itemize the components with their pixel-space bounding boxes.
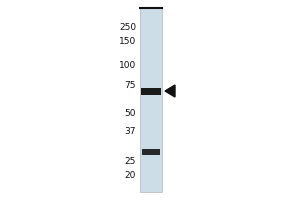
Text: 20: 20 [124, 170, 136, 180]
Text: 75: 75 [124, 80, 136, 90]
Text: 50: 50 [124, 108, 136, 117]
Text: 25: 25 [124, 158, 136, 166]
Text: 37: 37 [124, 128, 136, 136]
Text: 100: 100 [119, 60, 136, 70]
Text: 250: 250 [119, 23, 136, 32]
Bar [140, 8, 162, 192]
Bar [141, 88, 161, 95]
Polygon shape [165, 85, 175, 97]
Text: 150: 150 [119, 38, 136, 46]
Bar [142, 149, 160, 155]
